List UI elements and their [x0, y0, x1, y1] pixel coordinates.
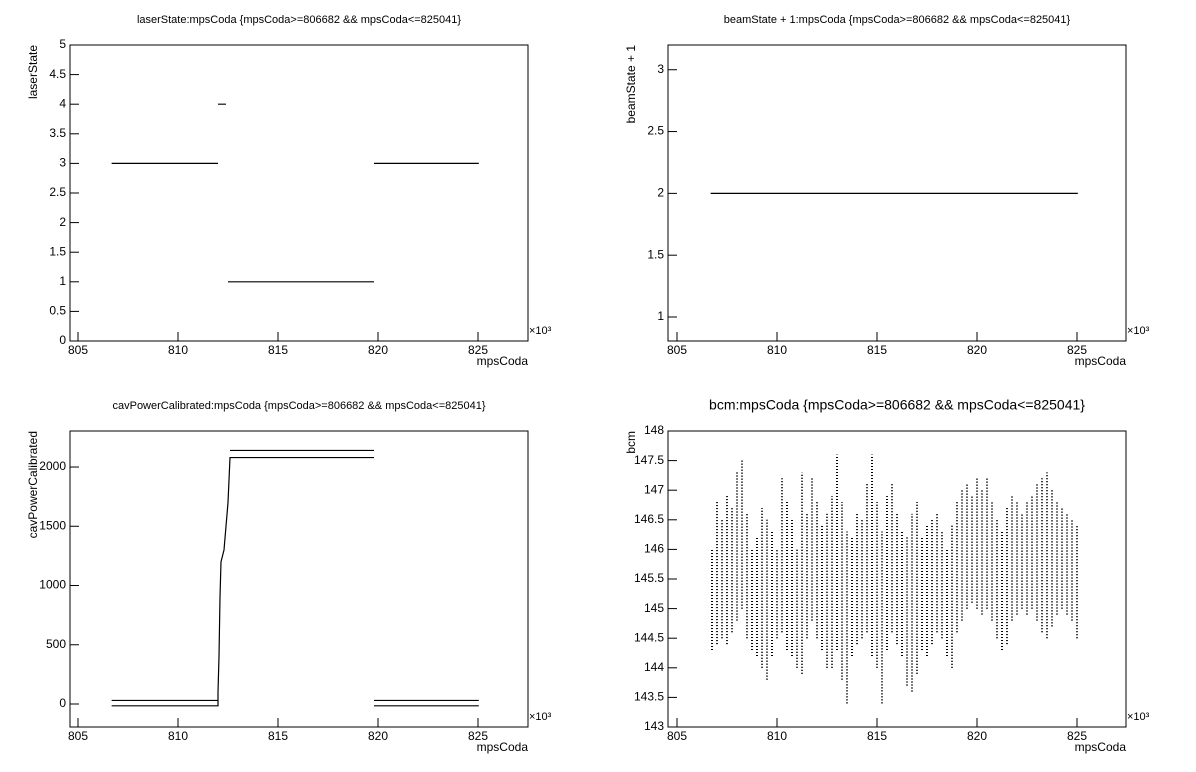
panel-title: laserState:mpsCoda {mpsCoda>=806682 && m… — [137, 14, 461, 26]
y-tick-label: 1 — [657, 309, 664, 323]
y-tick-label: 2.5 — [647, 124, 664, 138]
y-tick-label: 147.5 — [634, 453, 664, 467]
y-axis-label: cavPowerCalibrated — [26, 431, 40, 538]
y-tick-label: 3 — [59, 156, 66, 170]
panel: bcm:mpsCoda {mpsCoda>=806682 && mpsCoda<… — [624, 397, 1149, 754]
panel-title: beamState + 1:mpsCoda {mpsCoda>=806682 &… — [724, 14, 1071, 26]
x-multiplier: ×10³ — [529, 325, 552, 337]
y-tick-label: 147 — [644, 482, 664, 496]
y-tick-label: 3.5 — [49, 126, 66, 140]
data-line — [111, 449, 479, 702]
x-tick-label: 825 — [468, 343, 488, 357]
y-tick-label: 145.5 — [634, 571, 664, 585]
x-tick-label: 805 — [68, 343, 88, 357]
panel-title: cavPowerCalibrated:mpsCoda {mpsCoda>=806… — [112, 400, 485, 412]
panel: cavPowerCalibrated:mpsCoda {mpsCoda>=806… — [26, 400, 551, 754]
y-tick-label: 3 — [657, 62, 664, 76]
x-tick-label: 805 — [68, 729, 88, 743]
x-multiplier: ×10³ — [1127, 711, 1150, 723]
plot-frame — [667, 430, 1127, 728]
y-tick-label: 148 — [644, 423, 664, 437]
x-tick-label: 810 — [168, 343, 188, 357]
y-tick-label: 143.5 — [634, 690, 664, 704]
y-tick-label: 146 — [644, 542, 664, 556]
x-tick-label: 805 — [667, 343, 687, 357]
x-tick-label: 815 — [867, 729, 887, 743]
x-multiplier: ×10³ — [529, 711, 552, 723]
y-tick-label: 2000 — [39, 459, 66, 473]
y-tick-label: 144.5 — [634, 630, 664, 644]
y-tick-label: 0.5 — [49, 304, 66, 318]
y-tick-label: 4 — [59, 96, 66, 110]
x-tick-label: 820 — [368, 343, 388, 357]
x-tick-label: 825 — [468, 729, 488, 743]
y-tick-label: 0 — [59, 333, 66, 347]
x-tick-label: 805 — [667, 729, 687, 743]
panel: beamState + 1:mpsCoda {mpsCoda>=806682 &… — [624, 14, 1149, 368]
x-tick-label: 810 — [767, 343, 787, 357]
y-tick-label: 0 — [59, 696, 66, 710]
y-tick-label: 1000 — [39, 578, 66, 592]
y-tick-label: 1.5 — [647, 247, 664, 261]
x-tick-label: 815 — [867, 343, 887, 357]
y-tick-label: 145 — [644, 601, 664, 615]
x-tick-label: 820 — [967, 729, 987, 743]
x-axis-label: mpsCoda — [477, 354, 529, 368]
x-tick-label: 825 — [1067, 343, 1087, 357]
y-tick-label: 1500 — [39, 518, 66, 532]
panel-title: bcm:mpsCoda {mpsCoda>=806682 && mpsCoda<… — [709, 397, 1085, 413]
x-tick-label: 825 — [1067, 729, 1087, 743]
y-tick-label: 146.5 — [634, 512, 664, 526]
x-tick-label: 815 — [268, 729, 288, 743]
plot-frame — [69, 430, 529, 728]
data-line — [111, 456, 479, 707]
y-axis-label: beamState + 1 — [624, 45, 638, 124]
x-axis-label: mpsCoda — [1075, 740, 1127, 754]
y-tick-label: 4.5 — [49, 67, 66, 81]
x-tick-label: 820 — [967, 343, 987, 357]
y-tick-label: 2.5 — [49, 185, 66, 199]
y-tick-label: 143 — [644, 719, 664, 733]
x-tick-label: 820 — [368, 729, 388, 743]
x-axis-label: mpsCoda — [477, 740, 529, 754]
y-tick-label: 1.5 — [49, 244, 66, 258]
x-axis-label: mpsCoda — [1075, 354, 1127, 368]
y-tick-label: 5 — [59, 37, 66, 51]
y-tick-label: 2 — [657, 186, 664, 200]
data-line — [111, 103, 479, 283]
x-multiplier: ×10³ — [1127, 325, 1150, 337]
y-axis-label: laserState — [26, 45, 40, 99]
x-tick-label: 815 — [268, 343, 288, 357]
y-tick-label: 500 — [46, 637, 66, 651]
y-tick-label: 2 — [59, 215, 66, 229]
x-tick-label: 810 — [168, 729, 188, 743]
y-axis-label: bcm — [624, 431, 638, 454]
plot-frame — [69, 44, 529, 342]
panel: laserState:mpsCoda {mpsCoda>=806682 && m… — [26, 14, 551, 368]
y-tick-label: 144 — [644, 660, 664, 674]
x-tick-label: 810 — [767, 729, 787, 743]
y-tick-label: 1 — [59, 274, 66, 288]
